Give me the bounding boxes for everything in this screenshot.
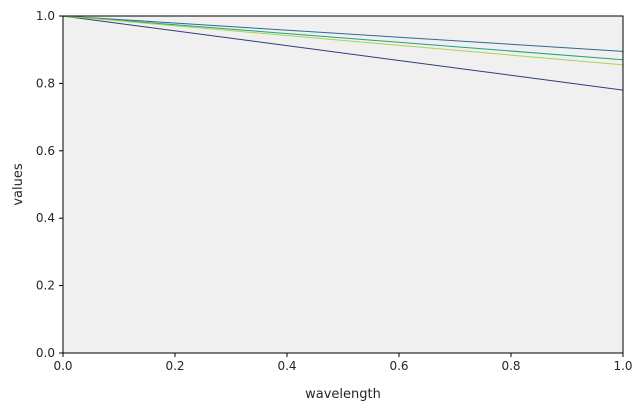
y-tick-label: 0.6 bbox=[36, 144, 55, 158]
y-tick-label: 0.8 bbox=[36, 76, 55, 90]
series-line-1 bbox=[62, 15, 624, 91]
y-tick-label: 1.0 bbox=[36, 9, 55, 23]
series-layer bbox=[62, 15, 624, 91]
x-tick-label: 0.8 bbox=[501, 359, 520, 373]
x-axis-label: wavelength bbox=[305, 387, 381, 402]
x-axis: 0.0 0.2 0.4 0.6 0.8 1.0 bbox=[53, 353, 633, 373]
series-line-3 bbox=[62, 15, 624, 61]
y-axis-label: values bbox=[11, 163, 26, 206]
y-axis: 0.0 0.2 0.4 0.6 0.8 1.0 bbox=[36, 9, 63, 360]
plot-area bbox=[63, 16, 623, 353]
x-tick-label: 0.0 bbox=[53, 359, 72, 373]
plot-frame bbox=[62, 15, 624, 354]
x-tick-label: 0.6 bbox=[389, 359, 408, 373]
x-tick-label: 1.0 bbox=[613, 359, 632, 373]
series-line-4 bbox=[62, 15, 624, 66]
x-tick-label: 0.2 bbox=[165, 359, 184, 373]
y-tick-label: 0.0 bbox=[36, 346, 55, 360]
y-tick-label: 0.2 bbox=[36, 279, 55, 293]
series-line-2 bbox=[62, 15, 624, 52]
y-tick-label: 0.4 bbox=[36, 211, 55, 225]
x-tick-label: 0.4 bbox=[277, 359, 296, 373]
